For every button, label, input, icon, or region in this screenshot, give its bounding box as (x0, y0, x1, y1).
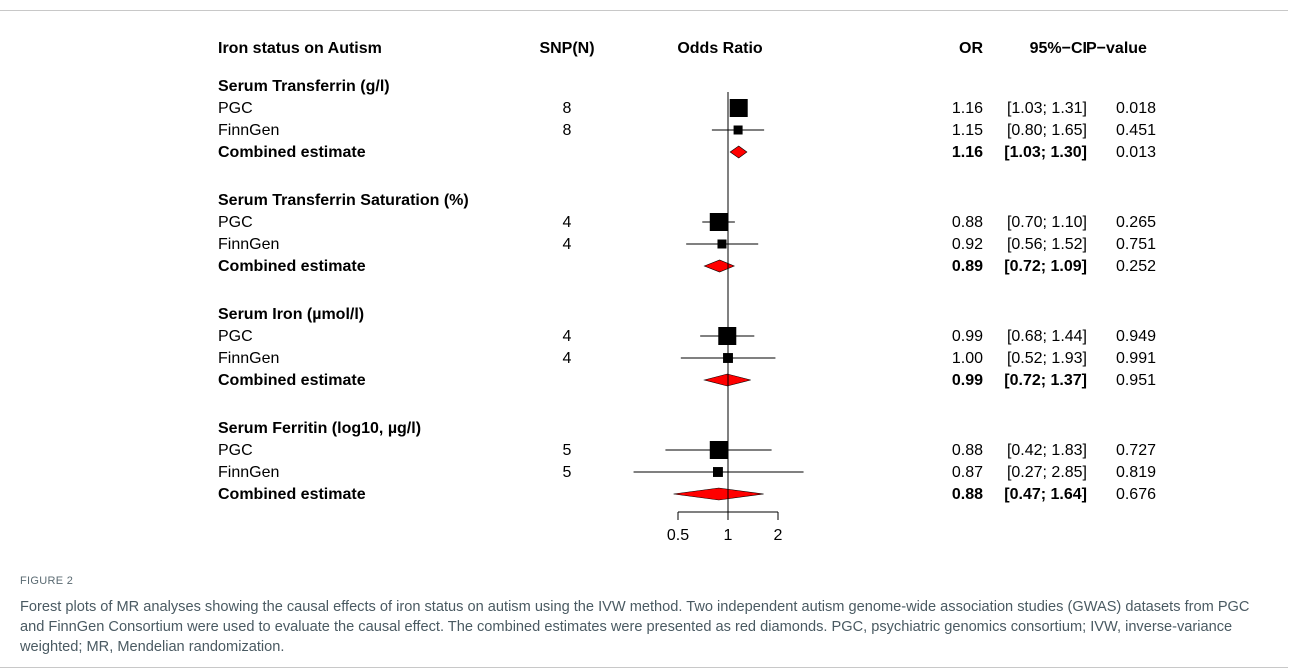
combined-or-value: 0.89 (952, 258, 983, 275)
snp-count: 8 (563, 100, 572, 117)
study-label: PGC (218, 442, 253, 459)
ci-value: [0.70; 1.10] (1007, 214, 1087, 231)
combined-p-value: 0.951 (1116, 372, 1156, 389)
combined-or-value: 0.88 (952, 486, 983, 503)
combined-p-value: 0.013 (1116, 144, 1156, 161)
caption-text: Forest plots of MR analyses showing the … (20, 599, 1250, 655)
p-value: 0.265 (1116, 214, 1156, 231)
estimate-square (717, 239, 727, 249)
or-value: 0.99 (952, 328, 983, 345)
p-value: 0.819 (1116, 464, 1156, 481)
combined-p-value: 0.676 (1116, 486, 1156, 503)
p-value: 0.949 (1116, 328, 1156, 345)
combined-diamond (673, 487, 764, 501)
study-label: PGC (218, 100, 253, 117)
group-title: Serum Transferrin Saturation (%) (218, 192, 469, 209)
p-value: 0.727 (1116, 442, 1156, 459)
snp-count: 4 (563, 214, 572, 231)
header-snp: SNP(N) (539, 40, 594, 57)
group-title: Serum Iron (µmol/l) (218, 306, 364, 323)
combined-diamond (729, 145, 748, 159)
snp-count: 4 (563, 350, 572, 367)
p-value: 0.991 (1116, 350, 1156, 367)
or-value: 1.00 (952, 350, 983, 367)
combined-ci-value: [1.03; 1.30] (1004, 144, 1087, 161)
combined-label: Combined estimate (218, 486, 366, 503)
figure-label: FIGURE 2 (20, 575, 74, 587)
or-value: 0.92 (952, 236, 983, 253)
or-value: 0.88 (952, 214, 983, 231)
study-label: PGC (218, 214, 253, 231)
estimate-square (709, 441, 728, 459)
x-tick-label: 1 (724, 527, 733, 544)
or-value: 0.88 (952, 442, 983, 459)
combined-diamond (703, 259, 736, 273)
header-or: OR (959, 40, 983, 57)
ci-value: [0.68; 1.44] (1007, 328, 1087, 345)
p-value: 0.751 (1116, 236, 1156, 253)
estimate-square (718, 327, 737, 345)
estimate-square (713, 467, 723, 477)
x-tick-label: 2 (774, 527, 783, 544)
figure-panel: Iron status on Autism SNP(N) Odds Ratio OR 9… (0, 10, 1288, 551)
study-label: FinnGen (218, 350, 279, 367)
combined-ci-value: [0.47; 1.64] (1004, 486, 1087, 503)
p-value: 0.018 (1116, 100, 1156, 117)
figure-caption: FIGURE 2 Forest plots of MR analyses sho… (20, 575, 1270, 657)
study-label: FinnGen (218, 122, 279, 139)
combined-ci-value: [0.72; 1.09] (1004, 258, 1087, 275)
header-odds-ratio: Odds Ratio (677, 40, 763, 57)
ci-value: [0.52; 1.93] (1007, 350, 1087, 367)
snp-count: 5 (563, 464, 572, 481)
combined-label: Combined estimate (218, 258, 366, 275)
combined-label: Combined estimate (218, 372, 366, 389)
header-ci: 95%−CI (1030, 40, 1087, 57)
header-p-value: P−value (1086, 40, 1147, 57)
study-label: FinnGen (218, 464, 279, 481)
ci-value: [0.80; 1.65] (1007, 122, 1087, 139)
study-label: PGC (218, 328, 253, 345)
p-value: 0.451 (1116, 122, 1156, 139)
snp-count: 8 (563, 122, 572, 139)
or-value: 0.87 (952, 464, 983, 481)
combined-or-value: 0.99 (952, 372, 983, 389)
estimate-square (733, 125, 743, 135)
x-tick-label: 0.5 (667, 527, 689, 544)
estimate-square (709, 213, 728, 231)
group-title: Serum Ferritin (log10, µg/l) (218, 420, 421, 437)
combined-or-value: 1.16 (952, 144, 983, 161)
combined-p-value: 0.252 (1116, 258, 1156, 275)
snp-count: 4 (563, 236, 572, 253)
header-study: Iron status on Autism (218, 40, 382, 57)
estimate-square (729, 99, 748, 117)
ci-value: [1.03; 1.31] (1007, 100, 1087, 117)
bottom-divider (0, 667, 1288, 668)
group-title: Serum Transferrin (g/l) (218, 78, 390, 95)
study-label: FinnGen (218, 236, 279, 253)
or-value: 1.15 (952, 122, 983, 139)
snp-count: 4 (563, 328, 572, 345)
or-value: 1.16 (952, 100, 983, 117)
ci-value: [0.27; 2.85] (1007, 464, 1087, 481)
combined-label: Combined estimate (218, 144, 366, 161)
snp-count: 5 (563, 442, 572, 459)
combined-ci-value: [0.72; 1.37] (1004, 372, 1087, 389)
ci-value: [0.42; 1.83] (1007, 442, 1087, 459)
forest-plot: Iron status on Autism SNP(N) Odds Ratio OR 9… (218, 40, 1156, 544)
ci-value: [0.56; 1.52] (1007, 236, 1087, 253)
